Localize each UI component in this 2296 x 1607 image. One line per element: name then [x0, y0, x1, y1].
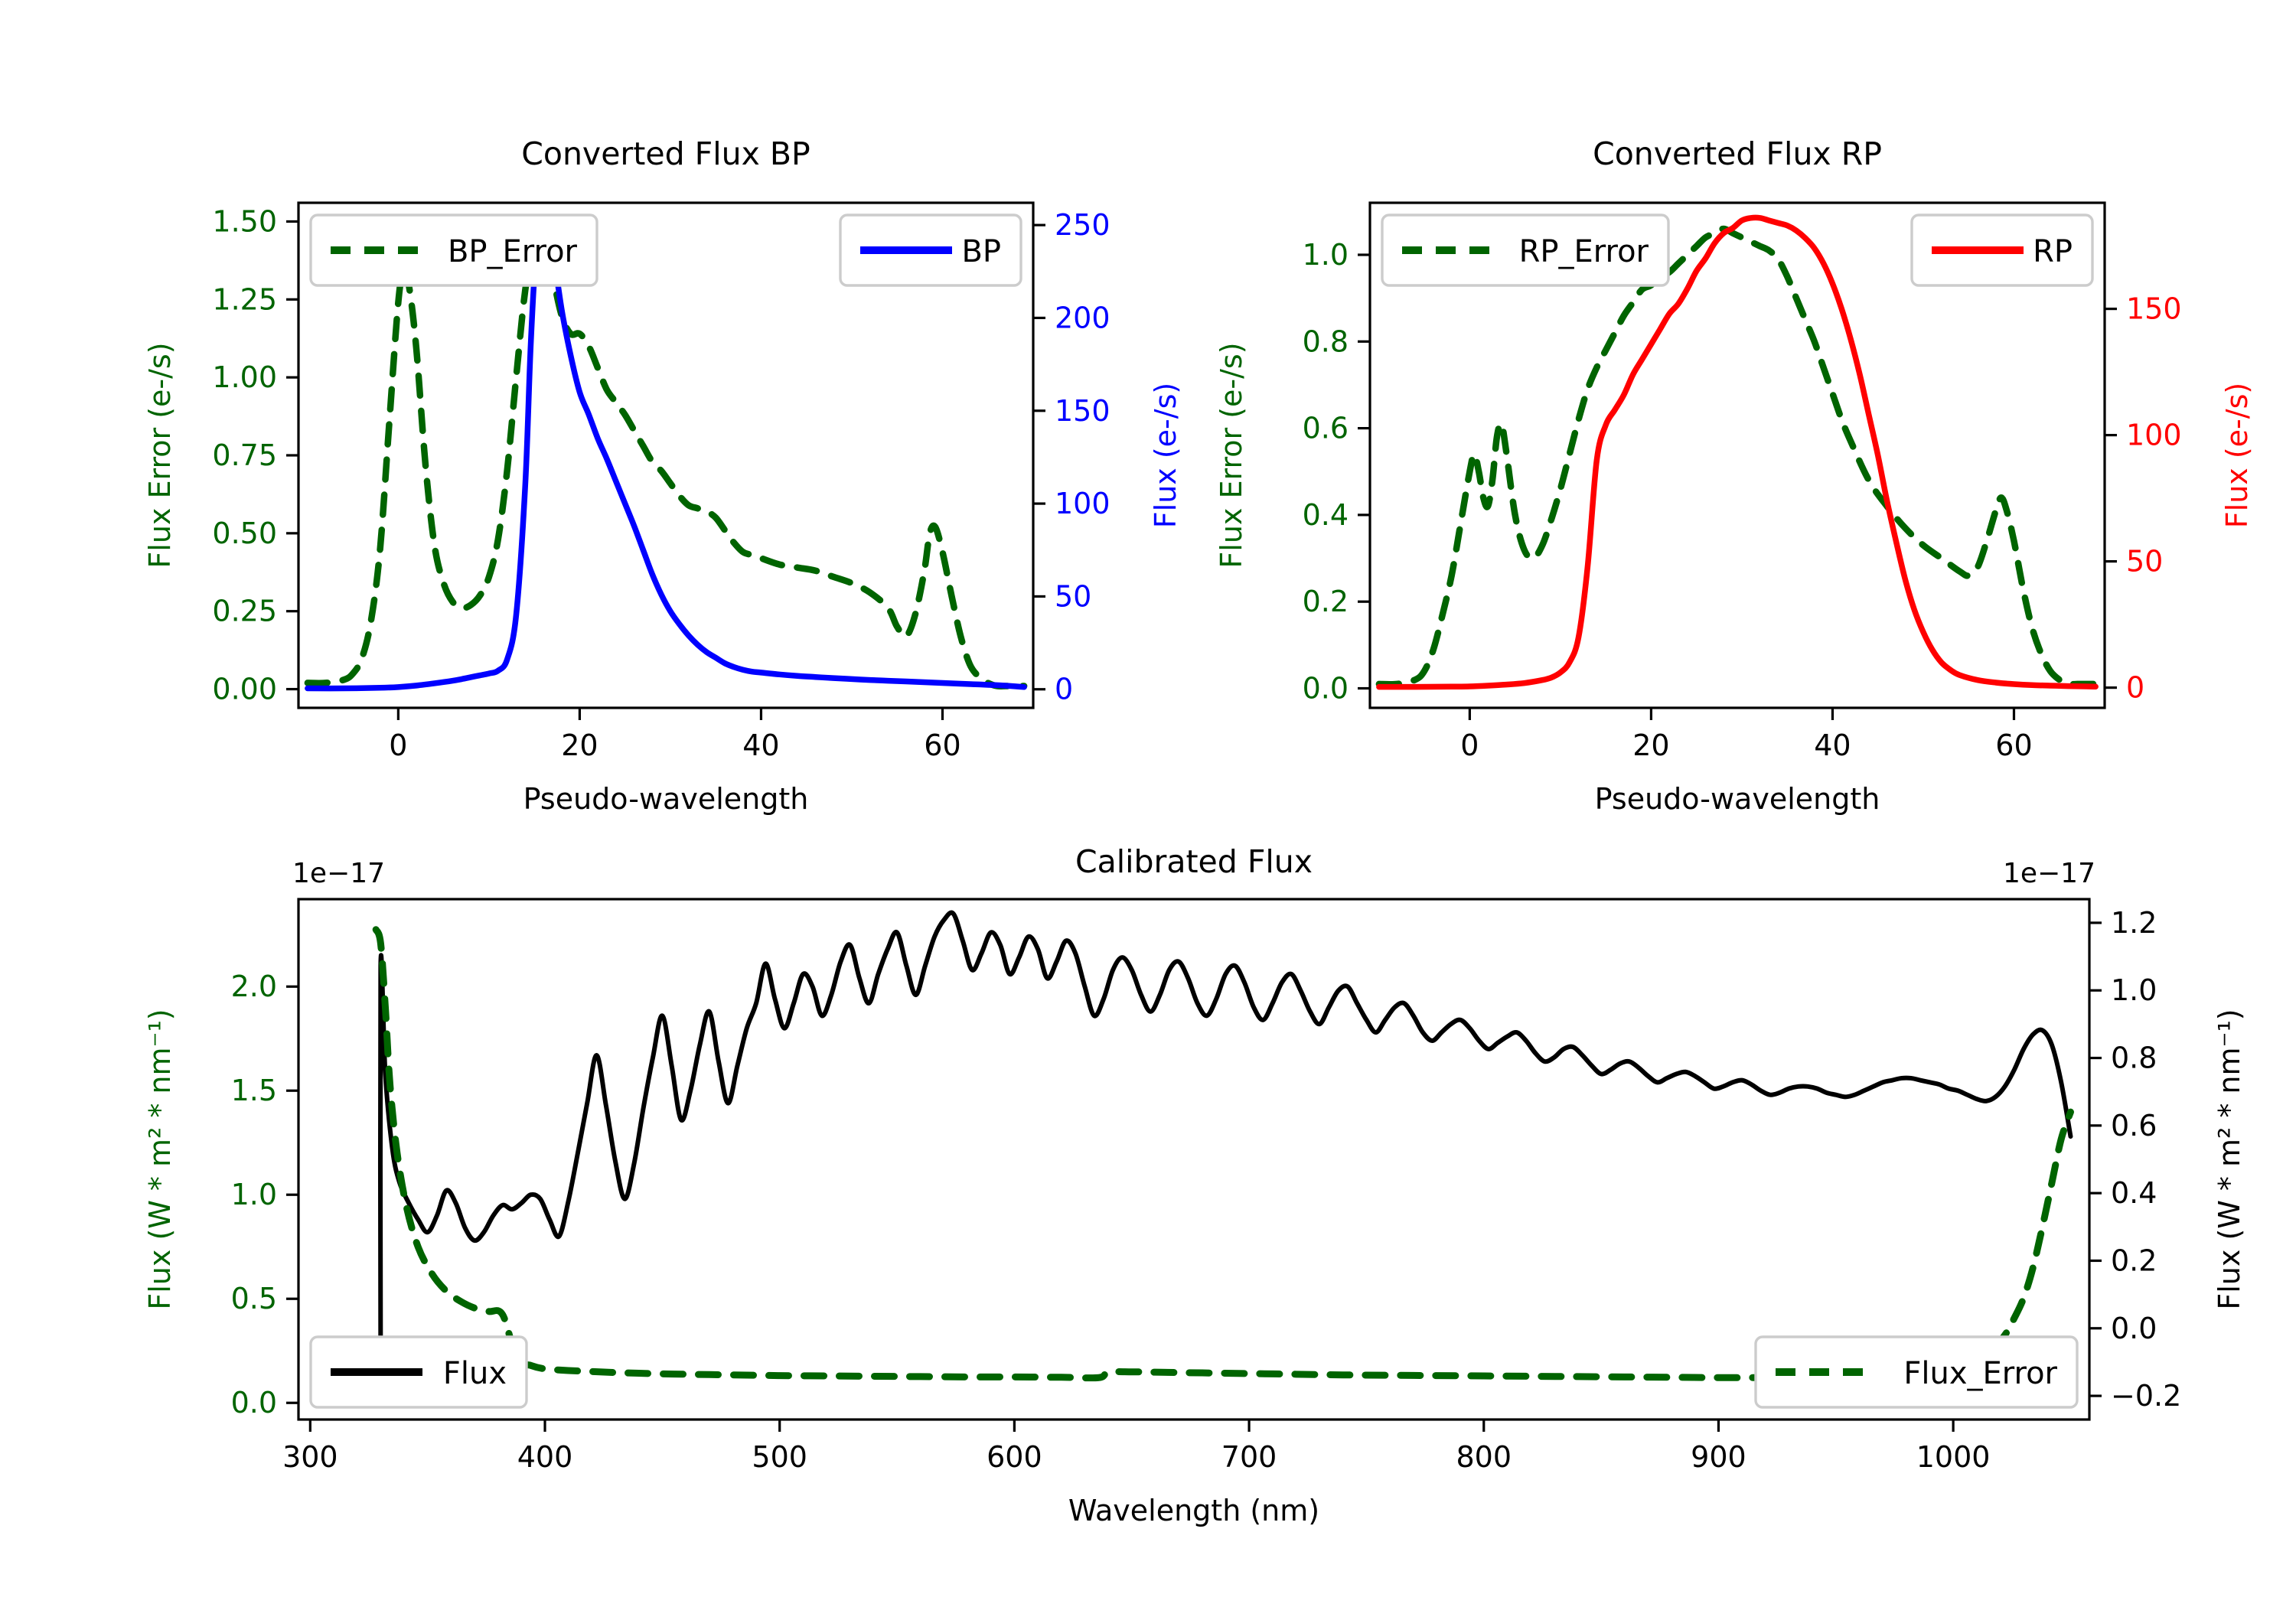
plot-area	[304, 214, 1028, 692]
y-axis-label-right: Flux (W * m² * nm⁻¹)	[2213, 1009, 2246, 1309]
plot-area	[372, 910, 2074, 1382]
y-tick-label-right: 200	[1055, 301, 1110, 334]
y-tick-label: 0.5	[231, 1282, 277, 1315]
series-line-rp_error	[1375, 225, 2099, 688]
y-tick-label: 1.5	[231, 1074, 277, 1107]
legend-flux_error[interactable]: Flux_Error	[1754, 1335, 2079, 1409]
y-tick-label: 1.00	[212, 360, 277, 394]
x-axis-label: Pseudo-wavelength	[523, 782, 809, 816]
y-tick-label: 0.75	[212, 438, 277, 472]
y-tick-label: 2.0	[231, 970, 277, 1003]
y-tick-label-right: 0.6	[2111, 1109, 2157, 1143]
y-axis-label: Flux Error (e-/s)	[143, 342, 177, 568]
y-tick-label: 1.50	[212, 204, 277, 238]
legend-bp_error[interactable]: BP_Error	[309, 214, 598, 287]
series-line-bp_error	[304, 227, 1028, 690]
x-tick-label: 60	[1995, 729, 2032, 762]
y-tick-label-right: 100	[1055, 487, 1110, 520]
x-tick-label: 20	[1632, 729, 1669, 762]
y-tick-label-right: 1.2	[2111, 906, 2157, 940]
y-tick-label: 1.0	[231, 1178, 277, 1211]
y-axis-label-right: Flux (e-/s)	[2220, 383, 2254, 528]
y-offset-text-right: 1e−17	[2003, 858, 2095, 889]
x-tick-label: 1000	[1916, 1440, 1991, 1474]
y-tick-label: 0.25	[212, 595, 277, 628]
x-tick-label: 500	[752, 1440, 807, 1474]
y-tick-label-right: 0.8	[2111, 1041, 2157, 1075]
y-tick-label-right: 0	[1055, 673, 1073, 706]
y-tick-label: 0.4	[1303, 498, 1349, 532]
x-tick-label: 0	[1460, 729, 1479, 762]
legend-bp[interactable]: BP	[839, 214, 1022, 287]
legend-box	[1381, 214, 1670, 287]
y-tick-label: 1.0	[1303, 238, 1349, 272]
subplot-title: Converted Flux BP	[521, 135, 810, 172]
legend-rp[interactable]: RP	[1910, 214, 2094, 287]
y-tick-label-right: 0.2	[2111, 1244, 2157, 1277]
legend-label: BP_Error	[448, 234, 578, 269]
x-tick-label: 40	[742, 729, 779, 762]
legend-rp_error[interactable]: RP_Error	[1381, 214, 1670, 287]
y-tick-label: 0.50	[212, 517, 277, 550]
x-axis-label: Wavelength (nm)	[1068, 1494, 1319, 1527]
y-tick-label-right: 1.0	[2111, 973, 2157, 1007]
x-tick-label: 400	[517, 1440, 573, 1474]
x-tick-label: 800	[1456, 1440, 1512, 1474]
y-tick-label-right: 250	[1055, 208, 1110, 242]
y-tick-label-right: 0	[2126, 671, 2144, 705]
y-tick-label: 1.25	[212, 282, 277, 316]
y-axis-label: Flux (W * m² * nm⁻¹)	[143, 1009, 177, 1309]
x-tick-label: 600	[987, 1440, 1042, 1474]
legend-label: Flux	[443, 1356, 507, 1391]
x-tick-label: 900	[1691, 1440, 1746, 1474]
legend-label: RP_Error	[1519, 234, 1649, 269]
legend-box	[309, 214, 598, 287]
axes-frame	[297, 898, 2091, 1421]
subplot-title: Converted Flux RP	[1593, 135, 1882, 172]
x-tick-label: 0	[389, 729, 407, 762]
legend-label: BP	[961, 234, 1001, 269]
series-line-flux_error	[372, 926, 2074, 1382]
subplot-title: Calibrated Flux	[1075, 843, 1313, 880]
x-tick-label: 700	[1221, 1440, 1277, 1474]
y-tick-label-right: 150	[1055, 394, 1110, 428]
y-tick-label-right: 0.0	[2111, 1312, 2157, 1345]
series-line-flux	[377, 910, 2073, 1360]
y-tick-label: 0.6	[1303, 412, 1349, 445]
y-tick-label-right: 50	[2126, 545, 2163, 579]
legend-flux[interactable]: Flux	[309, 1335, 528, 1409]
x-tick-label: 60	[924, 729, 960, 762]
y-tick-label-right: 100	[2126, 419, 2182, 452]
x-axis-label: Pseudo-wavelength	[1595, 782, 1880, 816]
y-tick-label: 0.2	[1303, 585, 1349, 618]
series-line-bp	[305, 214, 1027, 692]
y-axis-label: Flux Error (e-/s)	[1215, 342, 1248, 568]
y-tick-label-right: 0.4	[2111, 1176, 2157, 1210]
y-tick-label-right: −0.2	[2111, 1379, 2181, 1413]
y-tick-label-right: 150	[2126, 292, 2182, 326]
x-tick-label: 40	[1814, 729, 1851, 762]
y-tick-label: 0.0	[1303, 672, 1349, 706]
y-tick-label: 0.0	[231, 1386, 277, 1420]
y-tick-label-right: 50	[1055, 579, 1091, 613]
legend-label: RP	[2033, 234, 2073, 269]
plot-area	[1375, 214, 2099, 690]
axes-frame	[1368, 201, 2106, 709]
y-tick-label: 0.8	[1303, 324, 1349, 358]
x-tick-label: 300	[282, 1440, 338, 1474]
legend-box	[1754, 1335, 2079, 1409]
y-tick-label: 0.00	[212, 673, 277, 706]
series-line-rp	[1376, 214, 2099, 690]
y-axis-label-right: Flux (e-/s)	[1149, 383, 1182, 528]
x-tick-label: 20	[561, 729, 598, 762]
legend-label: Flux_Error	[1903, 1356, 2057, 1391]
y-offset-text: 1e−17	[292, 858, 385, 889]
